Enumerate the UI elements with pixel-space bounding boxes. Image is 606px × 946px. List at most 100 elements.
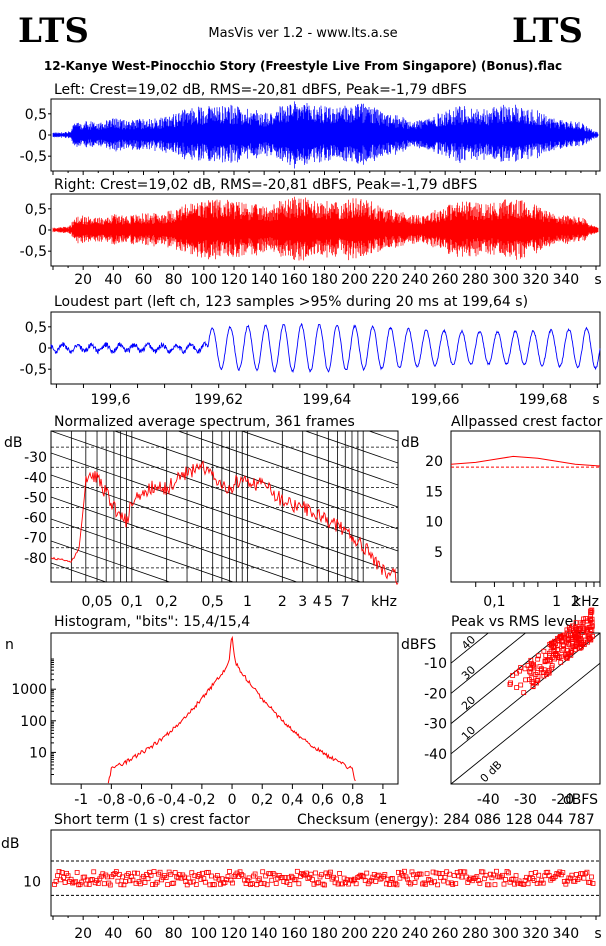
shortterm-point (242, 877, 247, 883)
shortterm-point (73, 879, 79, 885)
shortterm-point (249, 881, 255, 886)
peakrms-point (562, 652, 568, 658)
peakrms-point (588, 636, 594, 642)
shortterm-point (243, 881, 249, 887)
shortterm-point (104, 874, 110, 880)
shortterm-point (207, 882, 213, 888)
shortterm-x-tick: 40 (104, 926, 122, 942)
shortterm-point (545, 869, 551, 875)
histogram-x-tick: 0,6 (311, 792, 333, 808)
shortterm-point (454, 869, 460, 875)
shortterm-point (147, 869, 152, 875)
peakrms-point (522, 666, 528, 672)
shortterm-point (269, 877, 275, 883)
spectrum-curve (50, 460, 399, 585)
shortterm-point (343, 880, 349, 885)
shortterm-point (178, 875, 184, 881)
shortterm-point (510, 876, 516, 882)
shortterm-x-tick: 100 (190, 926, 217, 942)
shortterm-point (118, 882, 124, 888)
shortterm-x-tick: 220 (371, 926, 398, 942)
shortterm-point (213, 875, 219, 881)
shortterm-x-tick: 140 (251, 926, 278, 942)
shortterm-point (303, 870, 309, 876)
peakrms-frame (450, 632, 601, 785)
shortterm-point (294, 868, 300, 874)
shortterm-point (391, 881, 397, 887)
shortterm-point (448, 880, 454, 886)
shortterm-point (82, 874, 88, 880)
shortterm-point (113, 869, 119, 875)
checksum-text: Checksum (energy): 284 086 128 044 787 (297, 812, 595, 828)
shortterm-point (255, 877, 261, 883)
peakrms-point (557, 634, 563, 639)
shortterm-x-tick: s (594, 926, 601, 942)
right-waveform-x-tick: 200 (341, 272, 368, 288)
shortterm-point (368, 877, 374, 883)
histogram-y-tick: 10 (29, 745, 47, 761)
shortterm-point (239, 872, 244, 877)
spectrum-slope-line (51, 431, 398, 552)
shortterm-point (177, 872, 183, 878)
shortterm-point (175, 875, 181, 881)
shortterm-point (590, 881, 596, 886)
shortterm-point (65, 873, 71, 879)
allpass-y-tick: 20 (425, 454, 443, 470)
shortterm-point (126, 871, 131, 877)
peakrms-point (588, 624, 594, 630)
shortterm-point (98, 873, 104, 879)
shortterm-point (169, 881, 175, 886)
shortterm-point (427, 877, 433, 883)
peakrms-y-tick: -10 (424, 656, 447, 672)
shortterm-point (296, 881, 302, 887)
right-waveform-x-tick: 220 (371, 272, 398, 288)
shortterm-point (396, 869, 401, 875)
spectrum-slope-line (177, 431, 398, 508)
right-waveform-x-tick: 260 (432, 272, 459, 288)
peakrms-x-tick: -40 (477, 792, 500, 808)
shortterm-point (240, 873, 246, 879)
peakrms-point (568, 649, 574, 655)
shortterm-x-tick: 260 (432, 926, 459, 942)
histogram-frame (50, 632, 399, 785)
peakrms-point (535, 677, 541, 683)
shortterm-point (475, 878, 481, 883)
histogram-x-tick: -0,2 (188, 792, 215, 808)
peakrms-point (552, 638, 557, 644)
peakrms-point (561, 643, 566, 649)
shortterm-point (353, 881, 359, 887)
right-waveform-x-tick: 280 (462, 272, 489, 288)
shortterm-point (451, 873, 457, 878)
shortterm-point (95, 881, 101, 886)
shortterm-point (442, 874, 448, 880)
loudest-x-tick: 199,64 (302, 392, 351, 408)
peakrms-crest-label: 10 (459, 724, 478, 743)
shortterm-x-tick: 120 (221, 926, 248, 942)
shortterm-x-tick: 280 (462, 926, 489, 942)
right-waveform-x-tick: 300 (492, 272, 519, 288)
peakrms-point (576, 641, 582, 647)
peakrms-point (574, 627, 580, 633)
shortterm-point (230, 880, 235, 886)
shortterm-point (341, 875, 347, 881)
shortterm-y-tick: 10 (23, 875, 41, 891)
spectrum-slope-line (51, 562, 108, 582)
shortterm-point (397, 875, 403, 881)
shortterm-point (581, 875, 587, 881)
spectrum-slope-line (51, 629, 398, 749)
shortterm-point (282, 875, 288, 880)
spectrum-x-tick: 2 (278, 594, 287, 610)
shortterm-point (406, 880, 412, 885)
spectrum-slope-line (51, 607, 398, 727)
shortterm-point (183, 879, 189, 884)
shortterm-point (362, 878, 368, 883)
shortterm-point (513, 873, 519, 879)
shortterm-point (468, 875, 474, 881)
shortterm-point (506, 870, 511, 876)
peakrms-point (559, 648, 565, 653)
shortterm-point (254, 882, 260, 888)
shortterm-point (430, 869, 436, 875)
peakrms-point (537, 664, 543, 669)
shortterm-point (121, 882, 127, 888)
shortterm-point (392, 880, 398, 886)
